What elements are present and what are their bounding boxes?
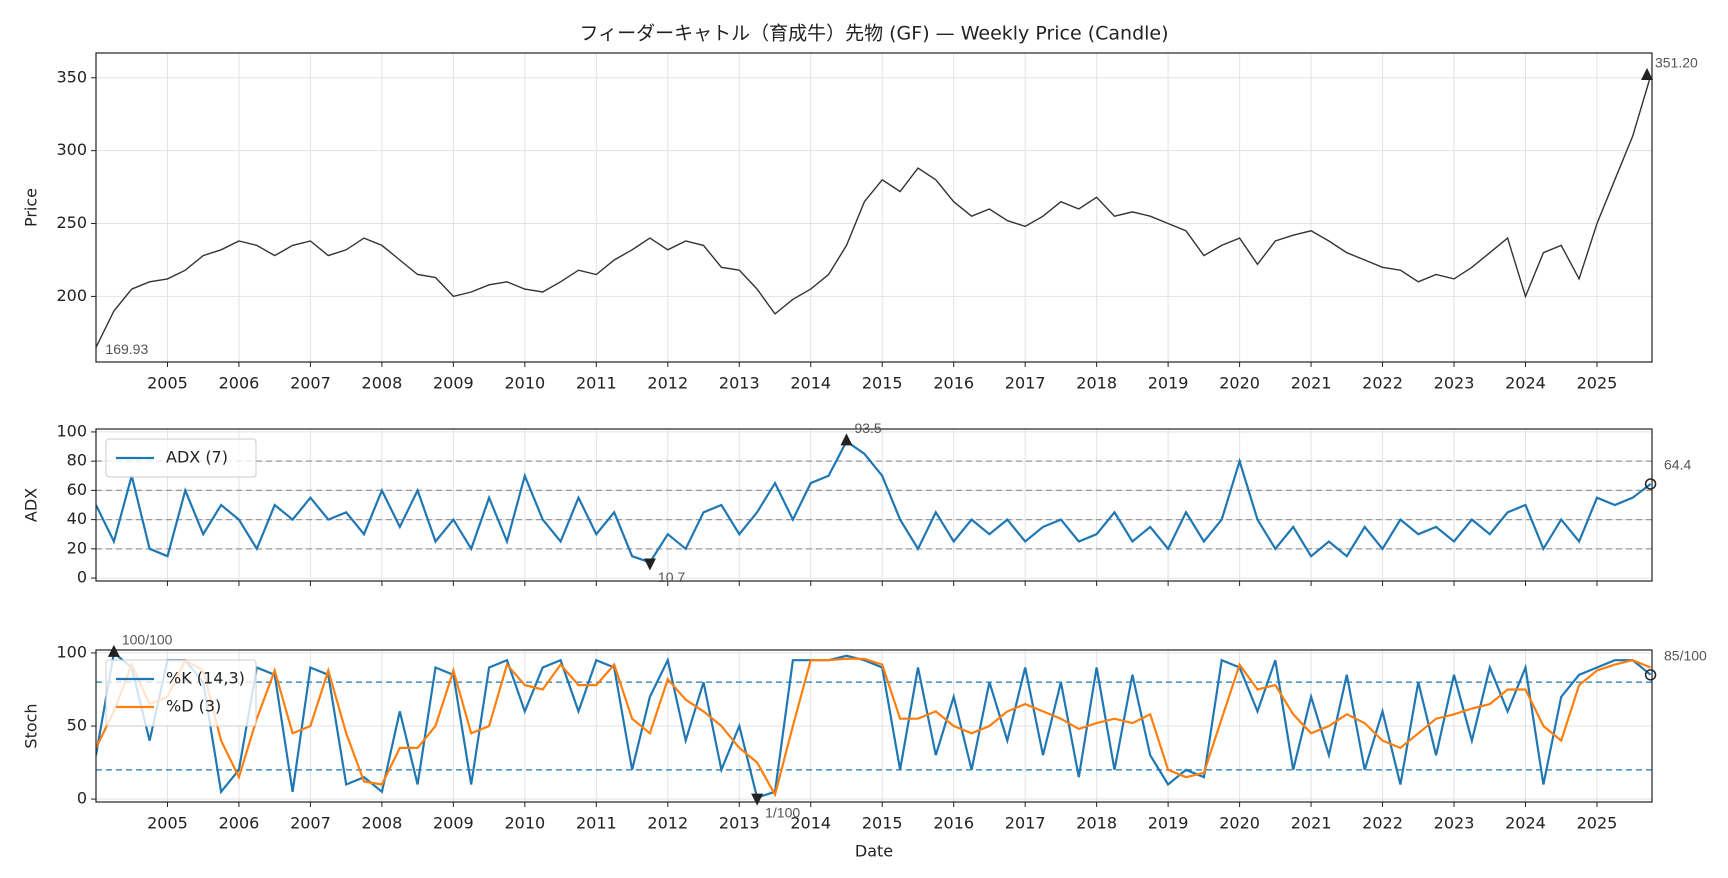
y-tick-label: 0 [77, 568, 87, 587]
y-tick-label: 40 [67, 509, 87, 528]
x-tick-label: 2019 [1148, 814, 1189, 833]
legend: ADX (7) [105, 438, 257, 478]
y-tick-label: 350 [56, 67, 87, 86]
annotation-marker [107, 644, 120, 657]
x-tick-label: 2022 [1362, 814, 1403, 833]
x-tick-label: 2005 [147, 814, 188, 833]
annotation-label: 64.4 [1664, 457, 1691, 473]
y-tick-label: 100 [56, 421, 87, 440]
x-tick-label: 2012 [647, 374, 688, 393]
legend-label: %K (14,3) [166, 669, 245, 688]
y-tick-label: 300 [56, 140, 87, 159]
y-tick-label: 60 [67, 480, 87, 499]
annotation-label: 93.5 [854, 420, 881, 436]
x-tick-label: 2010 [504, 814, 545, 833]
x-tick-label: 2006 [219, 814, 260, 833]
x-tick-label: 2008 [362, 374, 403, 393]
x-axis-label: Date [855, 842, 893, 861]
legend-label: ADX (7) [166, 448, 228, 467]
x-tick-label: 2012 [647, 814, 688, 833]
legend-frame [105, 438, 257, 478]
chart-title: フィーダーキャトル（育成牛）先物 (GF) — Weekly Price (Ca… [579, 23, 1168, 45]
x-tick-label: 2016 [933, 374, 974, 393]
x-tick-label: 2011 [576, 374, 617, 393]
x-tick-label: 2007 [290, 374, 331, 393]
annotation-marker [1644, 478, 1657, 490]
x-tick-label: 2018 [1076, 374, 1117, 393]
x-tick-label: 2020 [1219, 374, 1260, 393]
x-tick-label: 2009 [433, 374, 474, 393]
x-tick-label: 2008 [362, 814, 403, 833]
series-line [96, 439, 1652, 564]
x-tick-label: 2025 [1577, 374, 1618, 393]
legend-label: %D (3) [166, 697, 221, 716]
annotation-label: 169.93 [105, 341, 148, 357]
x-tick-label: 2021 [1291, 814, 1332, 833]
x-tick-label: 2013 [719, 374, 760, 393]
x-tick-label: 2020 [1219, 814, 1260, 833]
x-tick-label: 2017 [1005, 814, 1046, 833]
y-tick-label: 20 [67, 538, 87, 557]
x-tick-label: 2005 [147, 374, 188, 393]
x-tick-label: 2023 [1434, 374, 1475, 393]
annotation-marker [643, 558, 656, 571]
x-tick-label: 2024 [1505, 374, 1546, 393]
annotation-label: 351.20 [1655, 55, 1698, 71]
annotation-label: 1/100 [765, 804, 800, 820]
x-tick-label: 2022 [1362, 374, 1403, 393]
x-tick-label: 2016 [933, 814, 974, 833]
y-tick-label: 250 [56, 213, 87, 232]
y-tick-label: 200 [56, 286, 87, 305]
legend-frame [105, 659, 257, 727]
x-tick-label: 2015 [862, 374, 903, 393]
y-tick-label: 0 [77, 789, 87, 808]
y-tick-label: 50 [67, 716, 87, 735]
x-tick-label: 2019 [1148, 374, 1189, 393]
x-tick-label: 2014 [790, 374, 831, 393]
series-line [96, 75, 1652, 348]
y-axis-label: Price [22, 188, 41, 227]
x-tick-label: 2014 [790, 814, 831, 833]
y-axis-label: Stoch [22, 703, 41, 748]
x-tick-label: 2024 [1505, 814, 1546, 833]
plot-frame [95, 428, 1653, 582]
y-tick-label: 80 [67, 451, 87, 470]
annotation-marker [751, 793, 764, 806]
x-tick-label: 2011 [576, 814, 617, 833]
annotation-marker [840, 433, 853, 446]
x-tick-label: 2018 [1076, 814, 1117, 833]
x-tick-label: 2023 [1434, 814, 1475, 833]
annotation-label: 85/100 [1664, 648, 1707, 664]
plot-frame [95, 649, 1653, 803]
x-tick-label: 2007 [290, 814, 331, 833]
annotation-marker [1644, 669, 1657, 681]
x-tick-label: 2013 [719, 814, 760, 833]
series-line [96, 657, 1652, 798]
x-tick-label: 2009 [433, 814, 474, 833]
x-tick-label: 2015 [862, 814, 903, 833]
legend: %K (14,3) %D (3) [105, 659, 257, 727]
annotation-label: 100/100 [122, 632, 173, 648]
x-tick-label: 2006 [219, 374, 260, 393]
x-tick-label: 2010 [504, 374, 545, 393]
plot-frame [95, 52, 1653, 363]
x-tick-label: 2025 [1577, 814, 1618, 833]
x-tick-label: 2021 [1291, 374, 1332, 393]
x-tick-label: 2017 [1005, 374, 1046, 393]
y-axis-label: ADX [22, 488, 41, 522]
annotation-marker [1640, 68, 1653, 81]
series-line [96, 650, 1652, 800]
y-tick-label: 100 [56, 642, 87, 661]
annotation-label: 10.7 [658, 569, 685, 585]
